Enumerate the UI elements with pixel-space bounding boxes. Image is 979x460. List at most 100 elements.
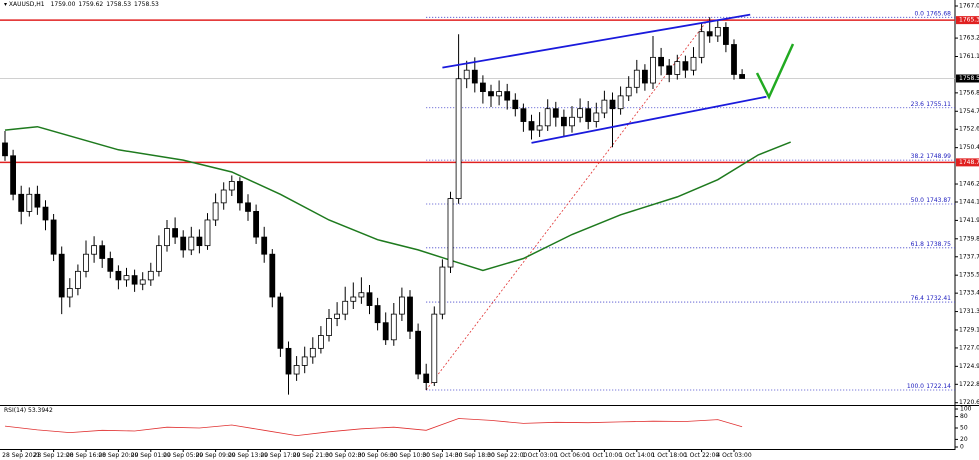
y-tick-label: 1735.55 xyxy=(959,272,979,279)
candle-body xyxy=(617,95,624,110)
candle-body xyxy=(423,373,430,384)
x-tick-label: 30 Sep 14:00 xyxy=(422,452,462,459)
candle-body xyxy=(10,155,17,195)
fib-level: 38.2 xyxy=(911,153,925,160)
x-tick-label: 29 Sep 13:00 xyxy=(228,452,268,459)
candle-body xyxy=(544,108,551,127)
candle-body xyxy=(75,270,81,289)
candle-body xyxy=(317,335,324,349)
current-price-box xyxy=(956,74,979,83)
candle-body xyxy=(261,236,268,255)
rsi-tick-label: 80 xyxy=(960,413,968,420)
candle-body xyxy=(714,26,721,37)
rsi-tick-label: 50 xyxy=(960,425,968,432)
y-tick-label: 1737.70 xyxy=(959,253,979,260)
x-tick-label: 1 Oct 18:00 xyxy=(652,452,687,459)
candle-body xyxy=(334,313,341,319)
fib-level: 61.8 xyxy=(911,241,925,248)
fib-price: 1748.99 xyxy=(926,153,951,160)
candle-body xyxy=(212,202,219,221)
candle-body xyxy=(366,292,373,306)
moving-average xyxy=(4,125,791,272)
y-tick-label: 1746.20 xyxy=(959,181,979,188)
candle-body xyxy=(415,330,422,375)
candle-body xyxy=(382,322,389,341)
y-tick-label: 1724.90 xyxy=(959,363,979,370)
candle-body xyxy=(180,236,187,251)
candle-body xyxy=(66,288,73,298)
x-tick-label: 30 Sep 02:00 xyxy=(325,452,365,459)
header-high: 1759.62 xyxy=(78,1,104,8)
fib-level: 0.0 xyxy=(914,10,924,17)
candle-body xyxy=(342,300,349,315)
rsi-tick-label: 100 xyxy=(960,406,972,413)
candle-body xyxy=(536,125,543,131)
candle-body xyxy=(277,296,284,349)
y-tick-label: 1731.30 xyxy=(959,308,979,315)
candle-body xyxy=(739,74,745,79)
candle-body xyxy=(164,228,170,247)
channel-line xyxy=(442,13,751,69)
candle-body xyxy=(398,296,405,315)
candle-body xyxy=(390,313,397,341)
x-tick-label: 29 Sep 05:00 xyxy=(163,452,203,459)
header-low: 1758.53 xyxy=(106,1,132,8)
candle-body xyxy=(58,253,65,298)
symbol-text: XAUUSD,H1 xyxy=(8,1,45,8)
candle-body xyxy=(593,112,600,122)
rsi-line xyxy=(4,418,743,437)
candle-body xyxy=(520,108,527,122)
candle-body xyxy=(455,78,462,199)
candle-body xyxy=(723,26,729,45)
fib-level: 50.0 xyxy=(911,197,925,204)
candle-body xyxy=(698,31,705,58)
y-tick-label: 1727.05 xyxy=(959,344,979,351)
candle-body xyxy=(83,253,89,272)
candle-body xyxy=(326,318,332,336)
candle-body xyxy=(50,219,57,255)
y-tick-label: 1750.45 xyxy=(959,144,979,151)
candle-body xyxy=(196,236,203,247)
candle-body xyxy=(91,245,97,255)
rsi-label: RSI(14) 53.3942 xyxy=(4,407,53,414)
candle-body xyxy=(496,91,503,97)
candle-body xyxy=(26,193,33,212)
fib-price: 1765.68 xyxy=(926,10,951,17)
candle-body xyxy=(488,91,494,97)
y-tick-label: 1720.65 xyxy=(959,399,979,406)
x-tick-label: 29 Sep 09:00 xyxy=(196,452,236,459)
candle-body xyxy=(99,245,106,259)
candle-body xyxy=(479,82,486,92)
candle-body xyxy=(682,61,689,71)
candle-body xyxy=(131,275,138,285)
candle-body xyxy=(220,189,227,204)
y-tick-label: 1752.60 xyxy=(959,126,979,133)
candle-body xyxy=(609,99,616,110)
y-tick-label: 1763.25 xyxy=(959,35,979,42)
y-tick-label: 1767.00 xyxy=(959,2,979,9)
header: ▾ XAUUSD,H1 1759.00 1759.62 1758.53 1758.53 xyxy=(4,1,162,8)
candle-body xyxy=(690,56,697,71)
candle-body xyxy=(147,270,154,281)
symbol: ▾ XAUUSD,H1 xyxy=(4,1,45,8)
rsi-tick-label: 20 xyxy=(960,436,968,443)
y-tick-label: 1722.80 xyxy=(959,381,979,388)
fib-level: 76.4 xyxy=(911,295,925,302)
x-tick-label: 28 Sep 20:00 xyxy=(98,452,138,459)
candle-body xyxy=(650,56,656,84)
x-tick-label: 29 Sep 17:00 xyxy=(260,452,300,459)
candle-body xyxy=(407,296,413,332)
fib-level: 23.6 xyxy=(911,101,925,108)
rsi-tick-label: 0 xyxy=(960,444,964,451)
candle-body xyxy=(706,31,713,37)
candle-body xyxy=(642,69,648,84)
candle-body xyxy=(504,91,511,101)
candle-body xyxy=(585,108,592,122)
y-tick-label: 1744.10 xyxy=(959,199,979,206)
candle-body xyxy=(293,365,300,375)
candle-body xyxy=(439,266,446,315)
price-label-box xyxy=(956,158,979,167)
candle-body xyxy=(245,202,251,212)
candle-body xyxy=(301,356,308,366)
